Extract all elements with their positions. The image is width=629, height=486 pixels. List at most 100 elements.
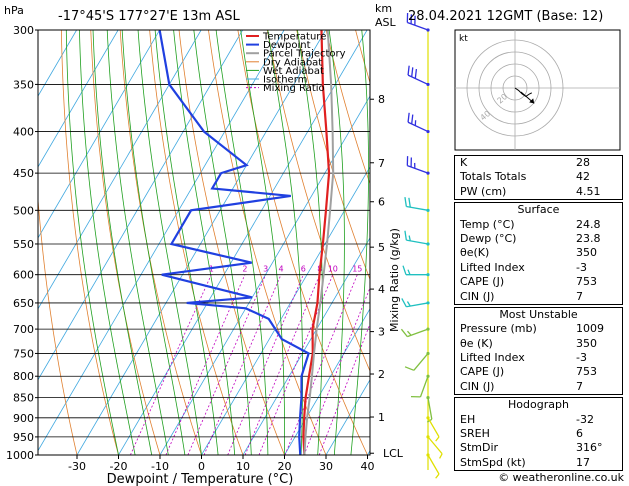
wind-barb [401, 298, 430, 308]
most-unstable-value: 753 [576, 365, 597, 379]
isotherm-line [284, 308, 370, 455]
wet-adiabat-line [350, 30, 369, 455]
surface-row: Dewp (°C) 23.8 [455, 232, 622, 246]
stats-top-row: K 28 [455, 156, 622, 170]
hodograph-stats-title: Hodograph [508, 398, 569, 412]
hodograph-stats-row: StmSpd (kt) 17 [455, 456, 622, 470]
surface-label: CIN (J) [460, 289, 495, 303]
wind-barb [426, 416, 440, 442]
most-unstable-title: Most Unstable [499, 307, 578, 321]
stats-top-value: 4.51 [576, 184, 601, 198]
wind-barb-dot [426, 351, 430, 356]
km-tick-label: 4 [378, 283, 385, 296]
hodograph-stats-label: SREH [460, 427, 490, 441]
isotherm-line [38, 30, 119, 168]
dry-adiabat-line [60, 30, 119, 455]
isotherm-line [38, 30, 243, 381]
surface-value: 7 [576, 289, 583, 303]
legend-label: Parcel Trajectory [263, 49, 346, 60]
x-tick-label: -10 [151, 460, 169, 473]
hodograph-unit-label: kt [459, 34, 468, 44]
stats-top-row: PW (cm) 4.51 [455, 185, 622, 199]
wind-barb-flag [404, 230, 407, 241]
isotherm-line [118, 30, 368, 455]
surface-label: Lifted Index [460, 260, 525, 274]
wind-barb-dot [426, 327, 430, 331]
surface-value: 24.8 [576, 217, 601, 231]
wind-barb-staff [427, 397, 433, 420]
isotherm-line [76, 30, 326, 455]
hodograph-stats-value: 316° [576, 441, 603, 455]
hodograph-stats-label: StmDir [460, 441, 499, 455]
most-unstable-label: θe (K) [460, 336, 493, 350]
legend-label: Wet Adiabat [263, 66, 324, 77]
mixing-ratio-line [227, 274, 304, 455]
km-tick-label: 2 [378, 368, 385, 381]
mixing-ratio-label: 4 [278, 265, 283, 274]
most-unstable-value: 350 [576, 336, 597, 350]
pressure-tick-label: 1000 [6, 449, 34, 462]
x-tick-label: 0 [198, 460, 205, 473]
wind-barb-flag [407, 112, 410, 123]
hpa-label: hPa [4, 4, 24, 17]
mixing-ratio-label: 20 [370, 265, 380, 274]
wind-barb-half-flag [408, 235, 411, 241]
km-tick-label: 5 [378, 241, 385, 254]
axis-labels: 3003504004505005506006507007508008509009… [6, 24, 404, 473]
mixing-ratio-line [130, 274, 212, 455]
wind-barb-dot [426, 208, 430, 212]
x-tick-label: 20 [278, 460, 292, 473]
isotherm-line [325, 378, 370, 455]
surface-row: Temp (°C) 24.8 [455, 218, 622, 232]
km-tick-label: 3 [378, 326, 385, 339]
wind-barb-staff [406, 205, 429, 211]
hodograph-frame [454, 29, 621, 151]
wind-barb-flag [407, 65, 410, 76]
dry-adiabat-line [325, 30, 370, 186]
wind-barb [404, 197, 430, 212]
wind-barb-flag [411, 67, 414, 77]
mixing-ratio-label: 6 [301, 265, 306, 274]
pressure-tick-label: 500 [13, 204, 34, 217]
series-line-dewpoint [158, 30, 310, 455]
x-tick-label: -20 [110, 460, 128, 473]
pressure-tick-label: 600 [13, 269, 34, 282]
wind-barb-dot [426, 242, 430, 246]
asl-label: ASL [375, 16, 397, 29]
wind-barb-staff [427, 436, 443, 455]
wind-barb-flag [401, 298, 407, 308]
wind-barb-flag [408, 197, 411, 208]
surface-value: 23.8 [576, 231, 601, 245]
surface-row: Lifted Index -3 [455, 261, 622, 275]
wind-barb-staff [413, 353, 429, 371]
wind-barb-flag [404, 197, 407, 207]
plot-frame [37, 29, 371, 456]
y-axis-title-right: Mixing Ratio (g/kg) [388, 228, 401, 332]
hodograph-stats-value: 17 [576, 455, 590, 469]
date-title: 28.04.2021 12GMT (Base: 12) [408, 9, 603, 24]
most-unstable-value: 1009 [576, 322, 604, 336]
pressure-tick-label: 350 [13, 78, 34, 91]
hodograph-stats-row: EH -32 [455, 413, 622, 427]
hodograph-stats-value: 6 [576, 427, 583, 441]
surface-row: CIN (J) 7 [455, 290, 622, 304]
wind-barb [407, 65, 430, 87]
wind-barb-flag [400, 328, 408, 338]
most-unstable-value: 7 [576, 379, 583, 393]
wind-barb-half-flag [435, 473, 440, 479]
wind-barb-staff [407, 121, 429, 133]
surface-value: -3 [576, 260, 587, 274]
surface-box: Surface Temp (°C) 24.8 Dewp (°C) 23.8 θe(K) 3… [454, 202, 623, 305]
stats-top-value: 42 [576, 170, 590, 184]
surface-title: Surface [517, 203, 560, 217]
wind-barb-half-flag [407, 269, 411, 275]
stats-top-label: K [460, 156, 468, 169]
legend-label: Isotherm [263, 75, 307, 86]
series-line-parcel-trajectory [303, 30, 335, 455]
stats-panel: K 28 Totals Totals 42 PW (cm) 4.51 Surface Te… [454, 155, 623, 473]
pressure-tick-label: 750 [13, 347, 34, 360]
most-unstable-row: Pressure (mb) 1009 [455, 322, 622, 336]
surface-label: CAPE (J) [460, 275, 505, 289]
wind-barb-dot [426, 453, 430, 457]
wind-barb [410, 374, 430, 398]
